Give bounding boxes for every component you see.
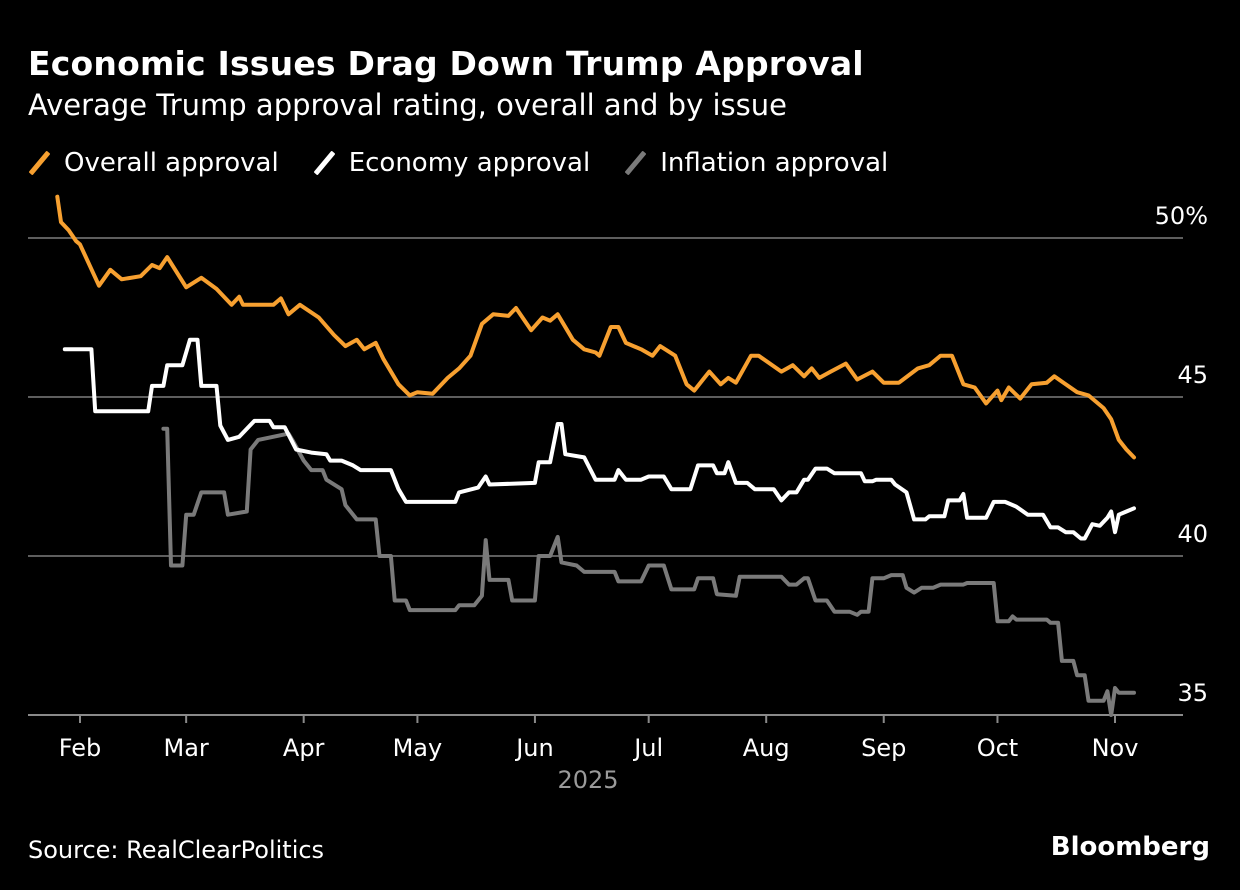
legend-item-inflation: Inflation approval (624, 148, 888, 178)
legend-item-overall: Overall approval (28, 148, 279, 178)
x-axis-year-label: 2025 (557, 766, 618, 794)
chart-title: Economic Issues Drag Down Trump Approval (28, 44, 864, 83)
y-tick-label: 50% (1155, 202, 1208, 230)
legend-label: Economy approval (348, 148, 591, 178)
bloomberg-logo: Bloomberg (1050, 832, 1210, 862)
x-tick-label: Sep (861, 734, 906, 762)
x-tick-label: Aug (743, 734, 790, 762)
legend-label: Overall approval (64, 148, 279, 178)
y-tick-label: 45 (1177, 361, 1208, 389)
chart-subtitle: Average Trump approval rating, overall a… (28, 88, 787, 122)
y-tick-label: 40 (1177, 520, 1208, 548)
series-line-economy-approval (62, 337, 1136, 541)
source-note: Source: RealClearPolitics (28, 836, 325, 864)
x-tick-label: May (393, 734, 443, 762)
series-line-overall-approval (55, 194, 1136, 460)
x-tick-label: Jul (632, 734, 663, 762)
legend-item-economy: Economy approval (313, 148, 591, 178)
legend: Overall approval Economy approval Inflat… (28, 148, 888, 178)
x-tick-label: Apr (283, 734, 325, 762)
legend-label: Inflation approval (660, 148, 889, 178)
y-tick-label: 35 (1177, 679, 1208, 707)
series-line-inflation-approval (161, 426, 1136, 717)
x-tick-label: Feb (59, 734, 102, 762)
x-tick-label: Mar (164, 734, 209, 762)
x-tick-label: Nov (1092, 734, 1139, 762)
x-tick-label: Jun (514, 734, 554, 762)
x-tick-label: Oct (977, 734, 1019, 762)
